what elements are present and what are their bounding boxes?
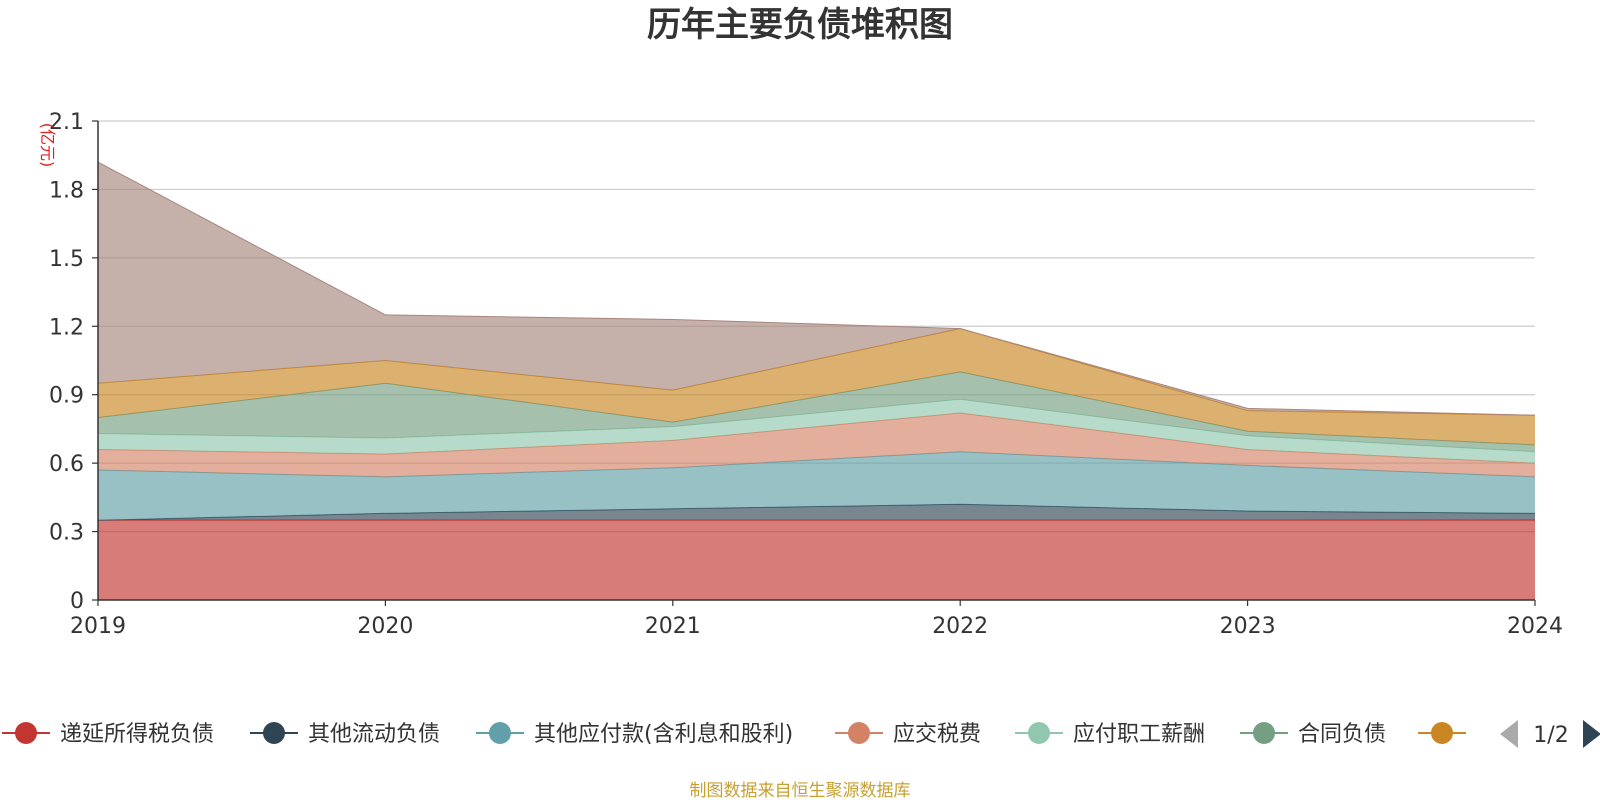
series-line-2 [97, 451, 1536, 478]
legend-marker [1431, 722, 1453, 744]
legend-label: 其他应付款(含利息和股利) [534, 722, 793, 747]
y-tick-label: 1.5 [49, 247, 84, 272]
legend-item[interactable]: 应交税费 [835, 722, 981, 747]
legend-marker [489, 722, 511, 744]
legend-label: 应 [1476, 722, 1498, 747]
legend-items: 递延所得税负债 其他流动负债 其他应付款(含利息和股利) 应交税费 应付职工薪酬 合同负债… [2, 722, 1498, 747]
area-series-7 [98, 162, 1535, 416]
legend-label: 应付职工薪酬 [1073, 722, 1205, 747]
y-tick-label: 0.3 [49, 521, 84, 546]
x-tick-label: 2024 [1507, 614, 1563, 639]
legend-label: 递延所得税负债 [60, 722, 214, 747]
x-tick-label: 2020 [357, 614, 413, 639]
area-series-4 [98, 399, 1535, 464]
source-note: 制图数据来自恒生聚源数据库 [690, 781, 911, 800]
area-series-6 [98, 328, 1535, 445]
legend-marker [15, 722, 37, 744]
y-tick-label: 0.6 [49, 452, 84, 477]
series-line-7 [97, 161, 1536, 416]
legend-page-indicator: 1/2 [1533, 723, 1568, 748]
triangle-right-icon[interactable] [1583, 720, 1600, 748]
legend-item[interactable]: 其他应付款(含利息和股利) [476, 722, 793, 747]
legend-item[interactable]: 其他流动负债 [250, 722, 440, 747]
legend-item[interactable]: 应付职工薪酬 [1015, 722, 1205, 747]
legend-item[interactable]: 合同负债 [1240, 722, 1386, 747]
area-series-0 [98, 520, 1535, 600]
area-series-1 [98, 504, 1535, 521]
y-tick-label: 0.9 [49, 384, 84, 409]
y-tick-label: 2.1 [49, 110, 84, 135]
triangle-left-icon[interactable] [1500, 720, 1518, 748]
area-series-2 [98, 451, 1535, 521]
area-layers [97, 161, 1536, 600]
y-tick-label: 1.8 [49, 178, 84, 203]
x-tick-label: 2019 [70, 614, 126, 639]
series-line-5 [97, 371, 1536, 446]
area-series-3 [98, 412, 1535, 477]
x-tick-label: 2022 [932, 614, 988, 639]
axes: 0 0.3 0.6 0.9 1.2 1.5 1.8 2.1 2019 2020 2021 2022 20… [49, 110, 1563, 639]
legend-marker [848, 722, 870, 744]
legend: 递延所得税负债 其他流动负债 其他应付款(含利息和股利) 应交税费 应付职工薪酬 合同负债… [2, 720, 1600, 748]
legend-marker [263, 722, 285, 744]
area-series-5 [98, 371, 1535, 452]
x-tick-label: 2021 [645, 614, 701, 639]
legend-marker [1028, 722, 1050, 744]
y-tick-label: 0 [70, 589, 84, 614]
legend-label: 合同负债 [1298, 722, 1386, 747]
series-line-1 [97, 503, 1536, 521]
y-axis-unit: (亿元) [38, 123, 57, 168]
legend-label: 其他流动负债 [308, 722, 440, 747]
legend-marker [1253, 722, 1275, 744]
legend-label: 应交税费 [893, 722, 981, 747]
chart-title: 历年主要负债堆积图 [647, 5, 953, 45]
y-tick-label: 1.2 [49, 315, 84, 340]
legend-item[interactable]: 应 [1418, 722, 1498, 747]
legend-item[interactable]: 递延所得税负债 [2, 722, 214, 747]
x-tick-label: 2023 [1220, 614, 1276, 639]
